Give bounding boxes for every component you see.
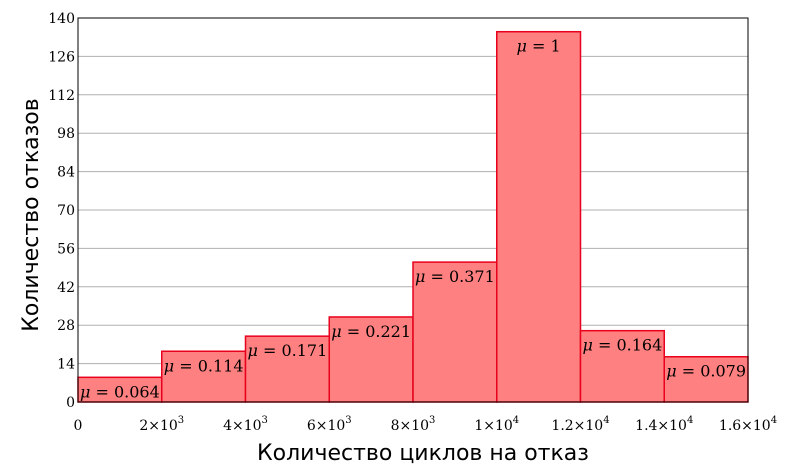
y-tick-label: 0 [66,395,75,411]
y-tick-label: 98 [57,126,75,142]
plot-frame [77,17,749,403]
y-tick-label: 56 [57,241,75,257]
histogram-bar [496,30,582,403]
bar-value-label: μ = 0.064 [80,382,160,401]
x-tick-label: 1.2×104 [551,415,609,434]
y-tick-label: 14 [57,357,75,373]
y-tick-label: 84 [57,165,75,181]
histogram-bar [161,350,247,403]
y-tick-label: 70 [57,203,75,219]
x-tick-label: 1.4×104 [635,415,693,434]
bar-value-label: μ = 0.371 [415,267,495,286]
x-tick-label: 0 [74,418,83,434]
bars [77,30,749,403]
y-tick-label: 42 [57,280,75,296]
bar-value-label: μ = 0.221 [331,322,411,341]
y-tick-label: 140 [48,11,75,27]
y-tick-label: 28 [57,318,75,334]
x-axis-label: Количество циклов на отказ [257,441,589,466]
bar-value-label: μ = 0.114 [164,356,244,375]
bar-value-label: μ = 0.079 [666,362,746,381]
x-tick-label: 4×103 [223,415,268,434]
bar-value-label: μ = 0.164 [582,336,662,355]
x-tick-label: 6×103 [307,415,352,434]
y-tick-label: 112 [48,88,75,104]
bar-value-label: μ = 0.171 [247,341,327,360]
histogram-bar [328,316,414,403]
x-tick-label: 1×104 [474,415,519,434]
histogram-bar [77,376,163,403]
y-tick-label: 126 [48,49,75,65]
histogram-bar [412,261,498,403]
y-axis-ticks: 0 14 28 42 56 70 84 98 112 126 140 [48,11,75,411]
x-axis-ticks: 0 2×103 4×103 6×103 8×103 1×104 1.2×104 1.4×104… [74,415,778,434]
y-axis-label: Количество отказов [19,98,44,331]
x-tick-label: 2×103 [139,415,184,434]
bar-value-label: μ = 1 [517,37,561,56]
x-tick-label: 1.6×104 [719,415,777,434]
x-tick-label: 8×103 [391,415,436,434]
histogram-bar [579,329,665,403]
